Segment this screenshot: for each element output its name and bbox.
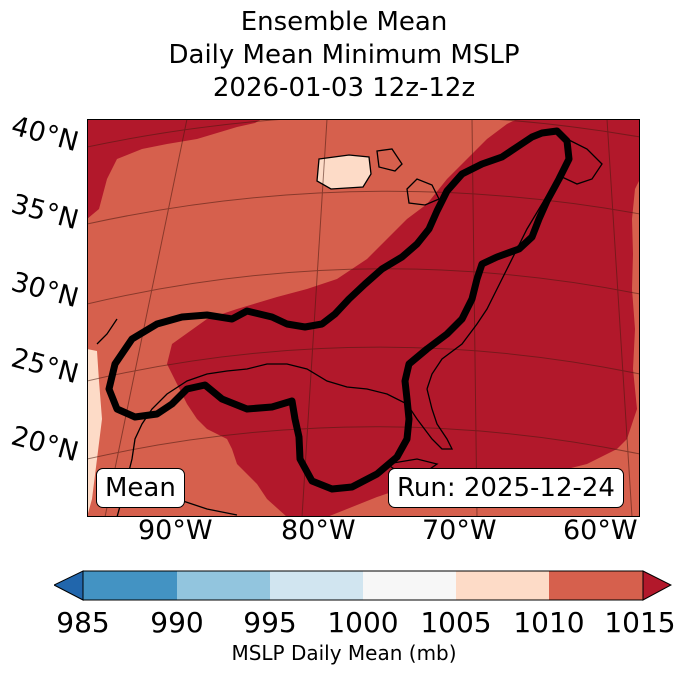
colorbar bbox=[54, 570, 672, 601]
colorbar-bin-1005-1010 bbox=[456, 571, 549, 600]
colorbar-tick-1005: 1005 bbox=[420, 606, 492, 639]
colorbar-extend-high bbox=[642, 570, 672, 601]
lon-label-60w: 60°W bbox=[563, 515, 638, 546]
colorbar-bin-1010-1015 bbox=[549, 571, 643, 600]
mean-label-box: Mean bbox=[96, 468, 185, 508]
colorbar-label: MSLP Daily Mean (mb) bbox=[231, 641, 457, 665]
lat-label-20n: 20°N bbox=[7, 420, 82, 469]
colorbar-tick-995: 995 bbox=[243, 606, 297, 639]
lon-label-80w: 80°W bbox=[281, 515, 356, 546]
run-date-box: Run: 2025-12-24 bbox=[388, 468, 624, 508]
dark-region-northwest bbox=[87, 119, 262, 219]
colorbar-bin-990-995 bbox=[177, 571, 270, 600]
colorbar-tick-1010: 1010 bbox=[513, 606, 585, 639]
title-line-2: Daily Mean Minimum MSLP bbox=[168, 40, 520, 70]
highlight-contour bbox=[105, 127, 573, 493]
lat-label-30n: 30°N bbox=[7, 266, 82, 315]
light-patch-southwest bbox=[87, 349, 102, 517]
dark-region-main bbox=[167, 119, 640, 517]
colorbar-bin-1000-1005 bbox=[363, 571, 456, 600]
title-line-1: Ensemble Mean bbox=[240, 7, 448, 37]
lon-label-90w: 90°W bbox=[138, 515, 213, 546]
lon-label-70w: 70°W bbox=[422, 515, 497, 546]
colorbar-bin-985-990 bbox=[83, 571, 177, 600]
lat-label-25n: 25°N bbox=[7, 342, 82, 391]
colorbar-tick-1015: 1015 bbox=[604, 606, 676, 639]
colorbar-tick-1000: 1000 bbox=[327, 606, 399, 639]
map-frame bbox=[87, 119, 640, 517]
mslp-map bbox=[87, 119, 640, 517]
colorbar-extend-low bbox=[54, 570, 84, 601]
light-patch-great-lakes bbox=[317, 155, 371, 189]
title-line-3: 2026-01-03 12z-12z bbox=[212, 73, 476, 103]
lat-label-35n: 35°N bbox=[7, 188, 82, 237]
colorbar-tick-985: 985 bbox=[56, 606, 110, 639]
lat-label-40n: 40°N bbox=[7, 110, 82, 159]
colorbar-frame bbox=[82, 570, 644, 601]
colorbar-bin-995-1000 bbox=[270, 571, 363, 600]
colorbar-tick-990: 990 bbox=[150, 606, 204, 639]
graticule bbox=[87, 119, 640, 517]
